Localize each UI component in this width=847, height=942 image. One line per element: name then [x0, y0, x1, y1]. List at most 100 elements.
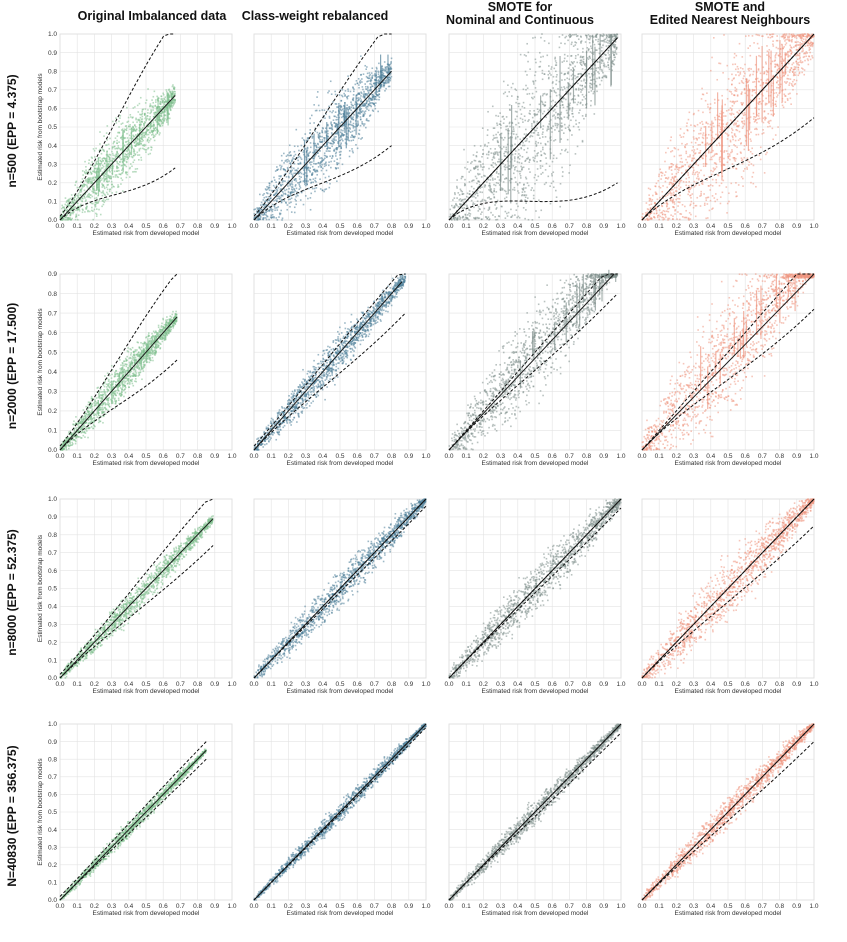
- scatter-point: [761, 132, 764, 135]
- scatter-point: [765, 153, 767, 156]
- y-tick-label: 1.0: [48, 31, 57, 38]
- scatter-point: [73, 193, 76, 196]
- scatter-point: [613, 63, 616, 66]
- scatter-point: [82, 184, 85, 187]
- scatter-point: [579, 102, 582, 105]
- scatter-point: [555, 61, 558, 64]
- scatter-point: [574, 77, 577, 80]
- scatter-point: [156, 106, 159, 108]
- scatter-point: [118, 126, 120, 128]
- scatter-point: [505, 128, 507, 131]
- scatter-point: [509, 125, 511, 128]
- scatter-point: [126, 106, 128, 109]
- column-title: SMOTE and: [695, 0, 765, 14]
- scatter-point: [500, 132, 503, 135]
- scatter-point: [129, 166, 131, 169]
- scatter-point: [146, 130, 148, 132]
- scatter-point: [684, 216, 687, 219]
- scatter-point: [666, 177, 669, 180]
- scatter-point: [328, 161, 330, 163]
- scatter-point: [464, 218, 466, 221]
- scatter-point: [147, 141, 150, 144]
- scatter-point: [310, 114, 313, 117]
- scatter-point: [519, 117, 522, 120]
- scatter-point: [589, 37, 592, 39]
- scatter-point: [95, 162, 98, 165]
- scatter-point: [719, 128, 722, 131]
- scatter-point: [653, 212, 655, 215]
- scatter-point: [769, 125, 771, 128]
- scatter-point: [536, 154, 539, 157]
- scatter-point: [481, 186, 483, 188]
- scatter-point: [333, 136, 336, 138]
- scatter-point: [522, 137, 525, 139]
- scatter-point: [657, 214, 660, 217]
- scatter-point: [94, 192, 97, 195]
- scatter-point: [305, 180, 307, 183]
- scatter-point: [75, 198, 78, 200]
- scatter-point: [319, 162, 322, 164]
- scatter-point: [348, 112, 350, 115]
- scatter-point: [87, 210, 89, 213]
- scatter-point: [152, 106, 155, 109]
- scatter-point: [350, 139, 353, 142]
- scatter-point: [359, 112, 362, 115]
- scatter-point: [126, 127, 128, 129]
- scatter-point: [494, 178, 496, 180]
- scatter-point: [670, 178, 673, 181]
- scatter-point: [321, 139, 324, 141]
- scatter-point: [82, 183, 85, 185]
- scatter-point: [510, 216, 512, 219]
- scatter-point: [115, 153, 118, 155]
- scatter-point: [121, 179, 124, 181]
- scatter-point: [78, 197, 80, 199]
- scatter-point: [80, 181, 82, 183]
- scatter-point: [271, 216, 273, 219]
- scatter-point: [738, 124, 740, 127]
- scatter-point: [388, 79, 390, 81]
- scatter-point: [516, 115, 518, 118]
- scatter-point: [579, 62, 581, 64]
- scatter-point: [555, 196, 558, 199]
- scatter-point: [312, 168, 315, 171]
- scatter-point: [361, 78, 363, 80]
- scatter-point: [156, 107, 159, 109]
- scatter-point: [353, 88, 355, 91]
- scatter-point: [659, 186, 662, 189]
- scatter-point: [488, 184, 490, 187]
- scatter-point: [794, 71, 796, 74]
- x-tick-label: 0.5: [141, 223, 150, 230]
- scatter-point: [92, 191, 95, 194]
- scatter-point: [508, 165, 511, 167]
- scatter-point: [527, 218, 530, 221]
- scatter-point: [772, 40, 774, 43]
- scatter-point: [274, 189, 276, 192]
- scatter-point: [165, 108, 167, 111]
- y-tick-label: 0.3: [48, 161, 57, 168]
- scatter-point: [331, 126, 334, 128]
- scatter-point: [604, 38, 607, 40]
- scatter-point: [340, 113, 342, 116]
- scatter-point: [382, 69, 384, 71]
- scatter-point: [148, 119, 151, 121]
- x-axis-label: Estimated risk from developed model: [287, 230, 394, 237]
- scatter-point: [467, 196, 470, 199]
- scatter-point: [342, 129, 344, 132]
- scatter-point: [309, 179, 312, 181]
- scatter-point: [376, 91, 379, 93]
- scatter-point: [321, 109, 324, 111]
- scatter-point: [149, 138, 152, 140]
- scatter-point: [90, 194, 92, 196]
- scatter-point: [169, 100, 172, 103]
- scatter-point: [710, 169, 712, 172]
- scatter-point: [333, 139, 336, 142]
- scatter-point: [730, 182, 733, 185]
- scatter-point: [526, 42, 528, 45]
- scatter-point: [695, 181, 698, 184]
- scatter-point: [706, 217, 709, 219]
- scatter-point: [588, 38, 591, 41]
- scatter-point: [99, 143, 101, 145]
- scatter-point: [554, 57, 556, 60]
- scatter-point: [679, 181, 681, 183]
- scatter-point: [747, 80, 749, 83]
